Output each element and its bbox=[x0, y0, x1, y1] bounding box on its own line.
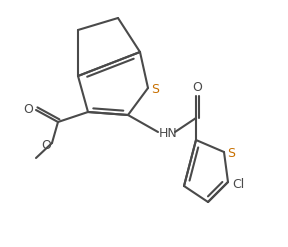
Text: Cl: Cl bbox=[232, 178, 244, 190]
Text: O: O bbox=[192, 81, 202, 94]
Text: O: O bbox=[41, 139, 51, 151]
Text: S: S bbox=[227, 146, 235, 160]
Text: S: S bbox=[151, 82, 159, 96]
Text: O: O bbox=[23, 103, 33, 116]
Text: HN: HN bbox=[159, 126, 178, 140]
